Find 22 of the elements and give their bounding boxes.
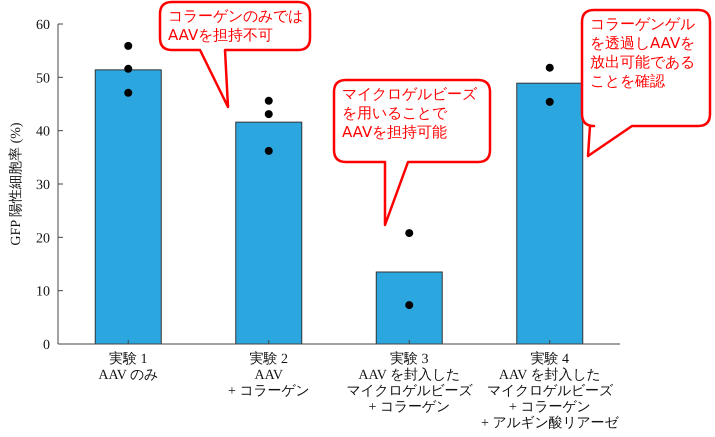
callout: コラーゲンゲルを透過しAAVを放出可能であることを確認 — [580, 8, 712, 158]
y-axis-title: GFP 陽性細胞率 (%) — [8, 122, 24, 246]
annotation: コラーゲンのみでは AAVを担持不可 — [168, 7, 303, 44]
x-tick-label: 実験 2 AAV + コラーゲン — [228, 351, 310, 399]
bar — [376, 272, 443, 344]
y-tick-label: 0 — [43, 338, 50, 353]
annotation: コラーゲンゲルを透過しAAVを放出可能であることを確認 — [590, 15, 696, 90]
y-tick-label: 10 — [36, 284, 50, 300]
y-tick-label: 20 — [36, 231, 50, 246]
bar — [235, 122, 302, 344]
bar — [516, 82, 584, 344]
y-tick-label: 40 — [36, 124, 50, 140]
y-tick-label: 50 — [36, 71, 50, 86]
annotation: マイクロゲルビーズを用いることで AAVを担持可能 — [342, 85, 478, 141]
callout: マイクロゲルビーズを用いることで AAVを担持可能 — [332, 78, 492, 226]
y-tick-label: 60 — [36, 18, 50, 33]
x-tick-label: 実験 3 AAV を封入したマイクロゲルビーズ + コラーゲン — [346, 351, 474, 415]
x-tick-label: 実験 4 AAV を封入したマイクロゲルビーズ + コラーゲン + アルギン酸リアーゼ — [481, 351, 620, 431]
x-tick-label: 実験 1 AAV のみ — [98, 351, 158, 383]
y-tick-label: 30 — [36, 178, 50, 193]
callout: コラーゲンのみでは AAVを担持不可 — [158, 0, 312, 108]
bar — [94, 69, 162, 344]
